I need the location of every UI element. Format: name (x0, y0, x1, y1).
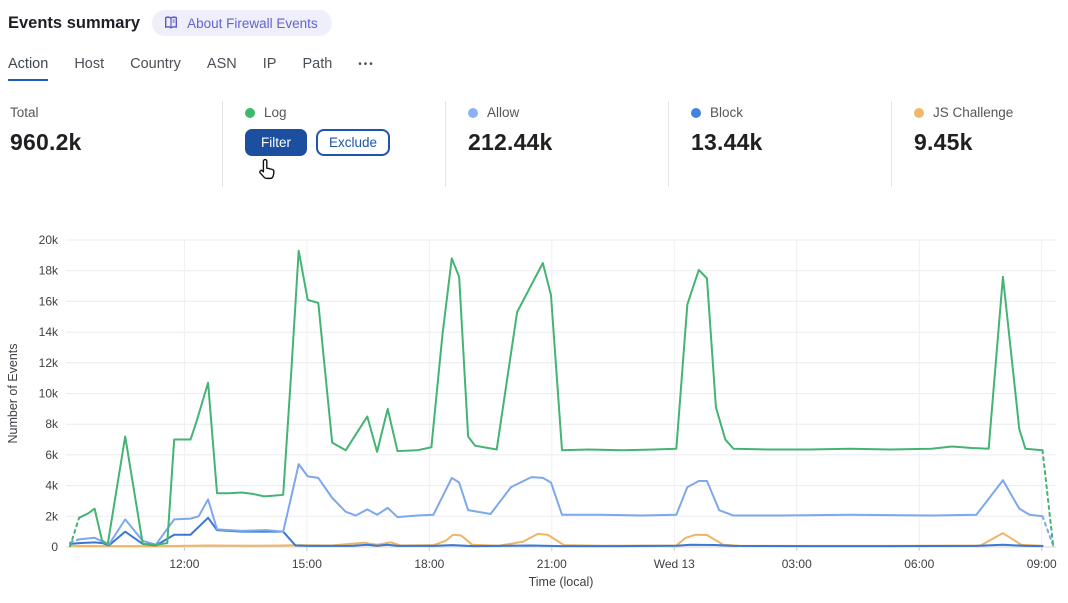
stat-js-challenge-label: JS Challenge (933, 105, 1013, 120)
block-line (70, 518, 1042, 546)
stat-allow-value: 212.44k (468, 129, 668, 156)
tab-host[interactable]: Host (74, 56, 104, 81)
stat-block-label: Block (710, 105, 743, 120)
log-legend-dot (245, 108, 255, 118)
js-challenge-line (70, 533, 1042, 546)
x-tick-label: Wed 13 (654, 557, 695, 571)
stat-allow: Allow 212.44k (445, 101, 668, 187)
x-tick-label: 21:00 (537, 557, 567, 571)
y-tick-label: 2k (45, 509, 59, 523)
x-tick-label: 15:00 (292, 557, 322, 571)
y-tick-label: 6k (45, 448, 59, 462)
stat-log-label: Log (264, 105, 287, 120)
y-tick-label: 10k (39, 387, 59, 401)
tab-asn[interactable]: ASN (207, 56, 237, 81)
tabs-more-button[interactable]: ••• (358, 59, 375, 79)
y-tick-label: 14k (39, 325, 59, 339)
mouse-pointer-icon (255, 157, 279, 188)
stat-block: Block 13.44k (668, 101, 891, 187)
open-book-icon (163, 15, 179, 31)
stats-row: Total 960.2k Log Filter Exclude Allow (10, 101, 1060, 187)
exclude-button[interactable]: Exclude (316, 129, 390, 156)
js-challenge-legend-dot (914, 108, 924, 118)
about-badge-label: About Firewall Events (187, 16, 318, 31)
y-axis-title: Number of Events (6, 343, 20, 443)
y-tick-label: 18k (39, 264, 59, 278)
stat-allow-label: Allow (487, 105, 519, 120)
block-legend-dot (691, 108, 701, 118)
x-tick-label: 12:00 (169, 557, 199, 571)
y-tick-label: 20k (39, 233, 59, 247)
x-tick-label: 18:00 (414, 557, 444, 571)
y-tick-label: 12k (39, 356, 59, 370)
dimension-tabs: Action Host Country ASN IP Path ••• (8, 56, 375, 81)
page-header: Events summary About Firewall Events (8, 10, 332, 36)
filter-button[interactable]: Filter (245, 129, 307, 156)
stat-log: Log Filter Exclude (222, 101, 445, 187)
y-tick-label: 0 (51, 540, 58, 554)
stat-js-challenge: JS Challenge 9.45k (891, 101, 1060, 187)
y-tick-label: 16k (39, 294, 59, 308)
stat-js-challenge-value: 9.45k (914, 129, 1060, 156)
tab-action[interactable]: Action (8, 56, 48, 81)
page-title: Events summary (8, 14, 140, 33)
allow-line-dashed-end (1043, 516, 1054, 545)
x-tick-label: 09:00 (1027, 557, 1057, 571)
tab-country[interactable]: Country (130, 56, 181, 81)
stat-total-value: 960.2k (10, 129, 222, 156)
x-tick-label: 03:00 (782, 557, 812, 571)
y-tick-label: 8k (45, 417, 59, 431)
stat-total: Total 960.2k (10, 101, 222, 187)
about-firewall-events-badge[interactable]: About Firewall Events (152, 10, 332, 36)
x-tick-label: 06:00 (904, 557, 934, 571)
log-line (79, 251, 1042, 545)
tab-ip[interactable]: IP (263, 56, 277, 81)
stat-block-value: 13.44k (691, 129, 891, 156)
y-tick-label: 4k (45, 479, 59, 493)
events-chart[interactable]: 0 2k 4k 6k 8k 10k 12k 14k 16k 18k 20k 12:00 15:00 18:… (0, 228, 1068, 598)
allow-legend-dot (468, 108, 478, 118)
allow-line (79, 464, 1042, 545)
stat-total-label: Total (10, 105, 39, 120)
x-axis-title: Time (local) (529, 575, 594, 589)
events-chart-svg: 0 2k 4k 6k 8k 10k 12k 14k 16k 18k 20k 12:00 15:00 18:… (0, 228, 1068, 598)
tab-path[interactable]: Path (302, 56, 332, 81)
